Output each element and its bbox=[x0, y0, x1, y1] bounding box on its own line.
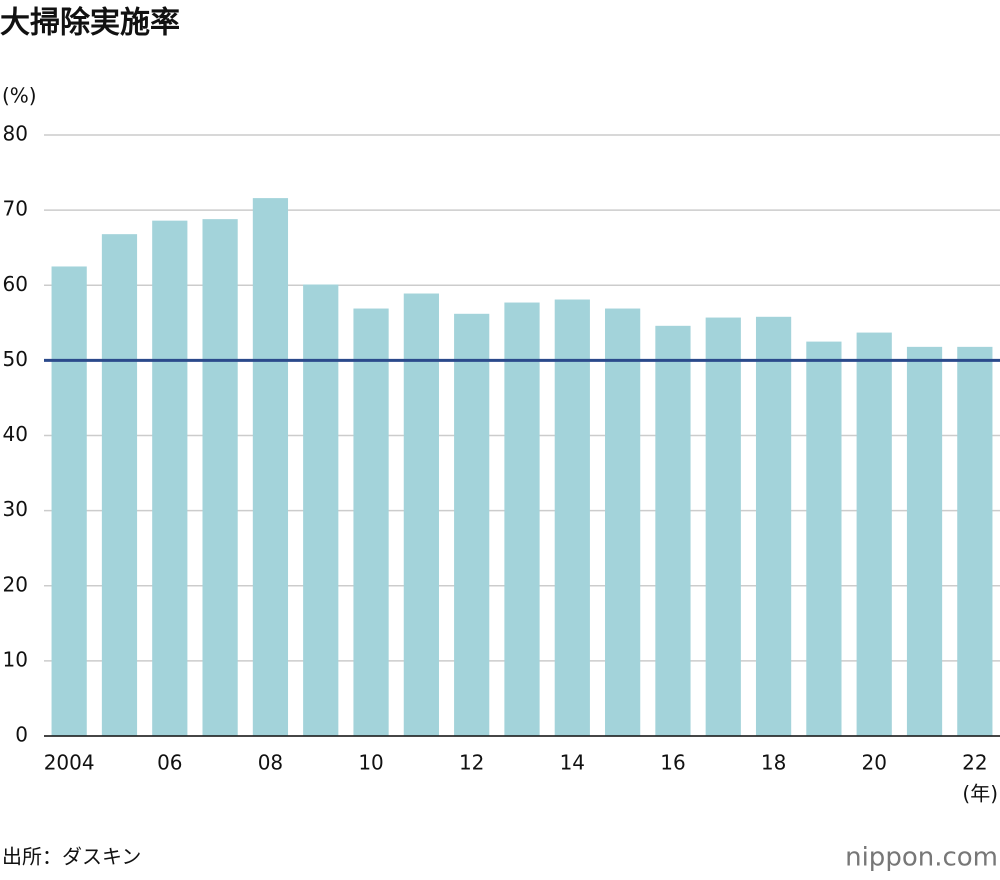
y-tick-label: 70 bbox=[3, 197, 28, 221]
bar bbox=[454, 313, 490, 736]
bar bbox=[705, 317, 741, 736]
y-tick-label: 50 bbox=[3, 347, 28, 371]
bar bbox=[755, 316, 792, 736]
x-tick-label: 2004 bbox=[44, 751, 95, 775]
logo: nippon.com bbox=[845, 843, 998, 873]
y-tick-label: 10 bbox=[3, 647, 28, 671]
y-tick-label: 40 bbox=[3, 422, 28, 446]
bar bbox=[303, 284, 339, 736]
x-tick-label: 12 bbox=[459, 751, 484, 775]
x-tick-label: 10 bbox=[358, 751, 383, 775]
bar bbox=[605, 308, 641, 736]
x-unit: (年) bbox=[962, 782, 998, 806]
bar bbox=[202, 219, 238, 736]
y-tick-label: 80 bbox=[3, 122, 28, 146]
y-tick-label: 0 bbox=[15, 723, 28, 747]
bar bbox=[504, 302, 540, 736]
bar bbox=[906, 346, 943, 736]
bar bbox=[152, 220, 188, 736]
x-tick-label: 22 bbox=[962, 751, 987, 775]
y-tick-label: 60 bbox=[3, 272, 28, 296]
y-unit: (%) bbox=[2, 84, 37, 108]
bar bbox=[353, 308, 389, 736]
y-tick-label: 20 bbox=[3, 572, 28, 596]
bar bbox=[554, 299, 590, 736]
x-tick-label: 06 bbox=[157, 751, 182, 775]
bar bbox=[856, 332, 892, 736]
x-tick-label: 14 bbox=[560, 751, 585, 775]
x-tick-label: 16 bbox=[660, 751, 685, 775]
bar bbox=[403, 293, 439, 736]
bar bbox=[252, 198, 289, 737]
bar bbox=[101, 234, 138, 737]
bar bbox=[51, 266, 87, 736]
source: 出所：ダスキン bbox=[2, 845, 141, 869]
bar bbox=[806, 341, 842, 736]
x-tick-label: 08 bbox=[258, 751, 283, 775]
x-tick-label: 18 bbox=[761, 751, 786, 775]
bar bbox=[655, 325, 691, 736]
chart-title: 大掃除実施率 bbox=[0, 6, 180, 41]
bar bbox=[957, 346, 993, 736]
y-tick-label: 30 bbox=[3, 497, 28, 521]
x-tick-label: 20 bbox=[861, 751, 886, 775]
